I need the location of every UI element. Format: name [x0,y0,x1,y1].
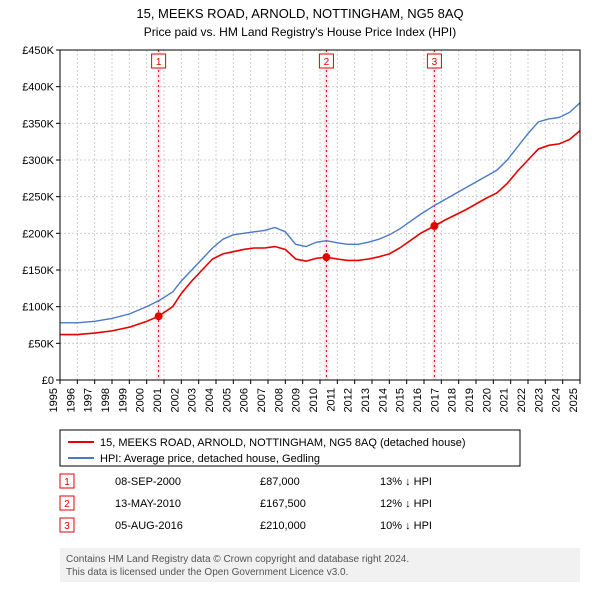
y-tick-label: £300K [22,155,54,167]
footer-line2: This data is licensed under the Open Gov… [66,567,348,578]
tx-marker-num: 3 [64,521,70,532]
x-tick-label: 2008 [273,388,285,412]
x-tick-label: 2003 [187,388,199,412]
x-tick-label: 2009 [291,388,303,412]
x-tick-label: 2000 [135,388,147,412]
chart-title: 15, MEEKS ROAD, ARNOLD, NOTTINGHAM, NG5 … [136,6,463,21]
x-tick-label: 2021 [499,388,511,412]
x-tick-label: 2002 [169,388,181,412]
x-tick-label: 2006 [239,388,251,412]
x-tick-label: 2011 [325,388,337,412]
x-tick-label: 2023 [533,388,545,412]
x-tick-label: 2019 [464,388,476,412]
y-tick-label: £350K [22,118,54,130]
x-tick-label: 2020 [481,388,493,412]
y-tick-label: £50K [28,338,54,350]
x-tick-label: 1998 [100,388,112,412]
transaction-marker [322,253,330,261]
legend-label: HPI: Average price, detached house, Gedl… [100,453,320,465]
x-tick-label: 1995 [48,388,60,412]
chart-subtitle: Price paid vs. HM Land Registry's House … [144,25,456,39]
y-tick-label: £250K [22,192,54,204]
y-tick-label: £100K [22,302,54,314]
x-tick-label: 2016 [412,388,424,412]
x-tick-label: 2014 [377,388,389,412]
x-tick-label: 2013 [360,388,372,412]
tx-date: 08-SEP-2000 [115,476,181,488]
x-tick-label: 2024 [551,388,563,412]
tx-date: 05-AUG-2016 [115,520,183,532]
tx-date: 13-MAY-2010 [115,498,181,510]
tx-marker-num: 1 [64,477,70,488]
legend-label: 15, MEEKS ROAD, ARNOLD, NOTTINGHAM, NG5 … [100,437,466,449]
tx-diff: 13% ↓ HPI [380,476,432,488]
x-tick-label: 2017 [429,388,441,412]
x-tick-label: 2005 [221,388,233,412]
x-tick-label: 2025 [568,388,580,412]
event-marker-num: 2 [324,57,330,68]
transaction-marker [430,222,438,230]
event-marker-num: 1 [156,57,162,68]
tx-price: £167,500 [260,498,306,510]
tx-marker-num: 2 [64,499,70,510]
tx-diff: 10% ↓ HPI [380,520,432,532]
event-marker-num: 3 [432,57,438,68]
y-tick-label: £200K [22,228,54,240]
x-tick-label: 2001 [152,388,164,412]
y-tick-label: £0 [42,375,54,387]
x-tick-label: 2022 [516,388,528,412]
y-tick-label: £150K [22,265,54,277]
y-tick-label: £400K [22,82,54,94]
x-tick-label: 1997 [83,388,95,412]
transaction-marker [155,312,163,320]
y-tick-label: £450K [22,45,54,57]
tx-price: £210,000 [260,520,306,532]
price-chart: 15, MEEKS ROAD, ARNOLD, NOTTINGHAM, NG5 … [0,0,600,590]
x-tick-label: 1999 [117,388,129,412]
x-tick-label: 2015 [395,388,407,412]
x-tick-label: 2018 [447,388,459,412]
x-tick-label: 2010 [308,388,320,412]
tx-price: £87,000 [260,476,300,488]
x-tick-label: 2007 [256,388,268,412]
x-tick-label: 2004 [204,388,216,412]
footer-line1: Contains HM Land Registry data © Crown c… [66,554,409,565]
x-tick-label: 2012 [343,388,355,412]
tx-diff: 12% ↓ HPI [380,498,432,510]
x-tick-label: 1996 [65,388,77,412]
